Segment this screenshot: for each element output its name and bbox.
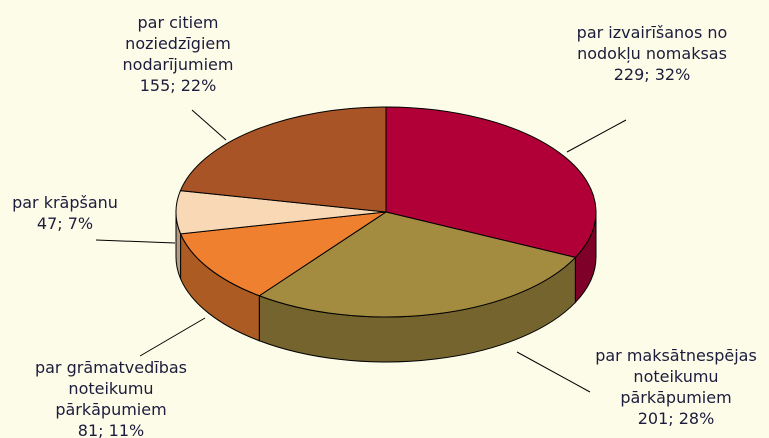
leader-line	[516, 351, 591, 393]
slice	[179, 106, 387, 213]
category-label: par citiem noziedzīgiem nodarījumiem	[122, 13, 234, 74]
category-label: par krāpšanu	[12, 193, 118, 212]
slice	[179, 211, 387, 297]
slice-label: par citiem noziedzīgiem nodarījumiem 155;…	[113, 12, 243, 96]
slice	[258, 211, 577, 318]
slice-label: par maksātnespējas noteikumu pārkāpumiem…	[585, 345, 767, 429]
category-label: par maksātnespējas noteikumu pārkāpumiem	[595, 346, 757, 407]
leader-lines	[95, 109, 627, 393]
category-label: par izvairīšanos no nodokļu nomaksas	[576, 23, 728, 63]
slice-label: par krāpšanu 47; 7%	[0, 192, 130, 234]
value-label: 155; 22%	[139, 76, 217, 95]
leader-line	[191, 109, 227, 141]
slice-label: par grāmatvedības noteikumu pārkāpumiem 8…	[25, 357, 197, 438]
slice-label: par izvairīšanos no nodokļu nomaksas 229;…	[572, 22, 732, 85]
leader-line	[139, 317, 206, 357]
value-label: 81; 11%	[77, 421, 145, 438]
slice	[385, 106, 597, 258]
value-label: 229; 32%	[613, 65, 691, 84]
value-label: 47; 7%	[36, 214, 94, 233]
leader-line	[566, 119, 627, 153]
category-label: par grāmatvedības noteikumu pārkāpumiem	[34, 358, 188, 419]
leader-line	[95, 239, 176, 244]
value-label: 201; 28%	[637, 409, 715, 428]
